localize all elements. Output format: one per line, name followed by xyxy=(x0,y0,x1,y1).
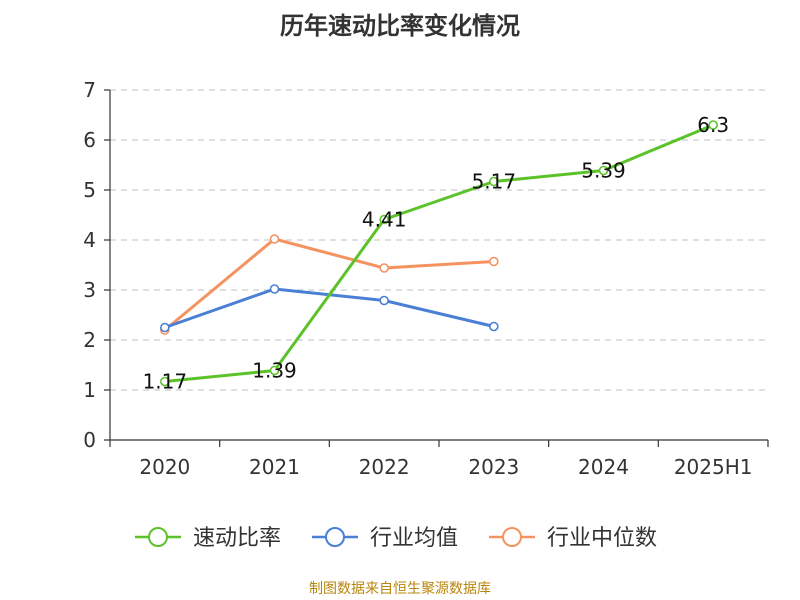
legend-label: 行业中位数 xyxy=(547,526,657,551)
chart-title: 历年速动比率变化情况 xyxy=(280,12,520,40)
y-tick-label: 2 xyxy=(83,328,96,352)
data-label: 1.39 xyxy=(252,359,297,383)
data-point xyxy=(379,295,389,306)
axes: 0 1 2 3 4 5 6 7 2020 2021 2022 2023 2024 2025H1 xyxy=(83,78,769,479)
x-tick-label: 2023 xyxy=(468,455,519,479)
legend-item-速动比率[interactable]: 速动比率 xyxy=(135,526,281,551)
data-point xyxy=(379,214,389,225)
data-point xyxy=(598,165,609,176)
legend[interactable]: 速动比率 行业均值 行业中位数 xyxy=(135,526,657,551)
x-tick-label: 2022 xyxy=(359,455,410,479)
data-labels: 1.17 1.39 4.41 5.17 5.39 6.3 xyxy=(143,113,730,394)
series-lines xyxy=(160,120,718,387)
data-point xyxy=(160,322,170,333)
y-tick-label: 3 xyxy=(83,278,96,302)
grid-lines xyxy=(110,89,768,391)
y-tick-label: 0 xyxy=(83,428,96,452)
data-label: 6.3 xyxy=(697,113,729,137)
series-line-行业中位数 xyxy=(163,237,494,332)
y-tick-label: 7 xyxy=(83,78,96,102)
y-tick-label: 1 xyxy=(83,378,96,402)
y-tick-label: 4 xyxy=(83,228,96,252)
legend-item-行业中位数[interactable]: 行业中位数 xyxy=(489,526,657,551)
legend-label: 速动比率 xyxy=(193,526,281,551)
source-note: 制图数据来自恒生聚源数据库 xyxy=(309,581,491,597)
data-label: 4.41 xyxy=(362,208,407,232)
data-point xyxy=(269,365,280,376)
legend-marker xyxy=(325,527,345,547)
data-label: 5.17 xyxy=(472,170,517,194)
data-label: 5.39 xyxy=(581,159,626,183)
data-point xyxy=(160,376,170,387)
x-tick-label: 2020 xyxy=(139,455,190,479)
legend-item-行业均值[interactable]: 行业均值 xyxy=(312,526,458,551)
legend-marker xyxy=(148,527,168,547)
data-point xyxy=(379,263,389,273)
data-point xyxy=(489,176,499,187)
y-tick-label: 6 xyxy=(83,128,96,152)
data-point xyxy=(489,256,499,267)
y-tick-label: 5 xyxy=(83,178,96,202)
data-point xyxy=(489,321,499,332)
data-point xyxy=(708,120,718,130)
x-tick-label: 2025H1 xyxy=(674,455,753,479)
data-point xyxy=(269,234,280,244)
x-tick-label: 2024 xyxy=(578,455,629,479)
legend-label: 行业均值 xyxy=(370,526,458,551)
data-point xyxy=(269,284,280,294)
x-tick-label: 2021 xyxy=(249,455,300,479)
data-label: 1.17 xyxy=(143,370,188,394)
legend-marker xyxy=(502,527,522,547)
series-line-速动比率 xyxy=(164,123,714,383)
